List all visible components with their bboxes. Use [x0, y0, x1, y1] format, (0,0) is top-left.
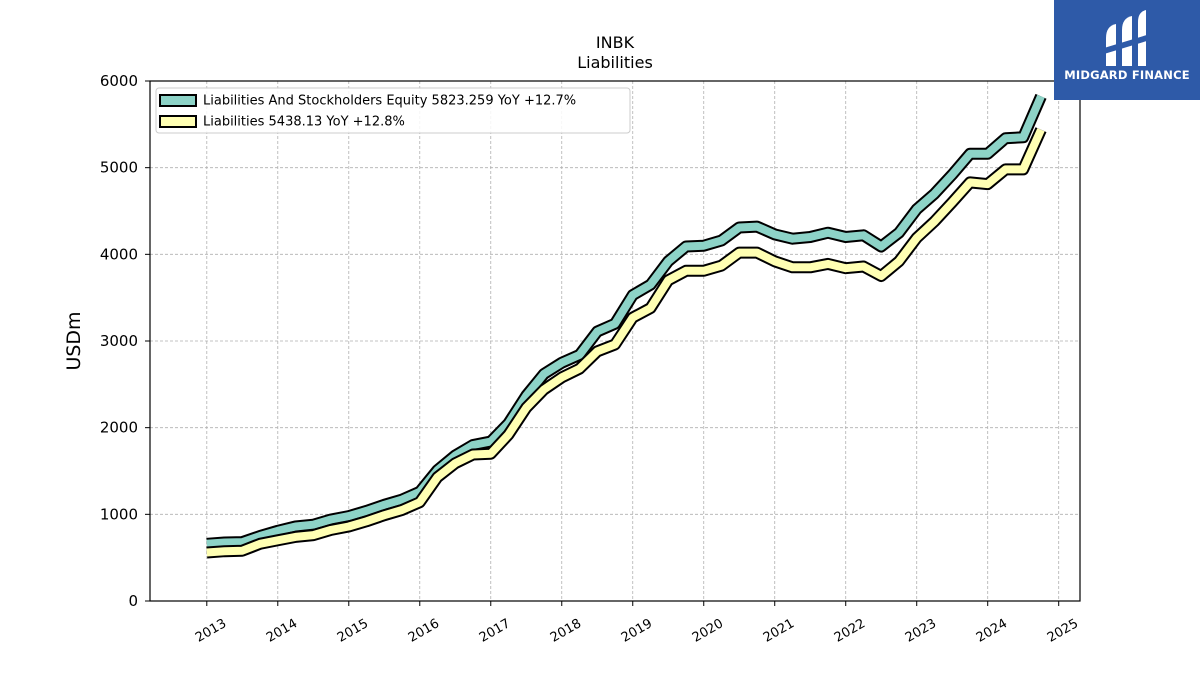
- y-tick-label: 5000: [100, 159, 138, 177]
- grid: [150, 80, 1080, 602]
- x-tick-label: 2019: [619, 616, 655, 646]
- chart-subtitle: Liabilities: [577, 53, 653, 72]
- y-tick-label: 3000: [100, 332, 138, 350]
- x-tick-label: 2025: [1045, 616, 1081, 646]
- y-tick-label: 4000: [100, 245, 138, 263]
- legend-swatch-0: [159, 94, 197, 107]
- legend-box: [155, 87, 631, 134]
- series-layer: [206, 93, 1047, 559]
- y-axis-label: USDm: [63, 311, 85, 370]
- legend-label-1: Liabilities 5438.13 YoY +12.8%: [203, 115, 405, 130]
- y-tick-label: 1000: [100, 505, 138, 523]
- midgard-finance-logo: MIDGARD FINANCE: [1054, 0, 1200, 100]
- legend-swatch-1: [159, 115, 197, 128]
- legend-label-0: Liabilities And Stockholders Equity 5823…: [203, 94, 576, 109]
- legend: Liabilities And Stockholders Equity 5823…: [155, 87, 631, 134]
- y-axis: 0 1000 2000 3000 4000 5000 6000: [100, 72, 150, 610]
- x-tick-label: 2014: [264, 616, 300, 646]
- logo-mark-icon: [1104, 10, 1150, 66]
- x-tick-label: 2015: [335, 616, 371, 646]
- x-tick-label: 2021: [761, 616, 797, 646]
- series-line-1: [206, 128, 1045, 557]
- chart-title: INBK: [596, 33, 635, 52]
- x-tick-label: 2016: [406, 616, 442, 646]
- logo-text: MIDGARD FINANCE: [1064, 68, 1190, 82]
- series-outline-0: [206, 93, 1047, 550]
- y-tick-label: 2000: [100, 419, 138, 437]
- x-tick-label: 2023: [903, 616, 939, 646]
- x-tick-label: 2024: [974, 616, 1010, 646]
- x-tick-label: 2020: [690, 616, 726, 646]
- x-tick-label: 2017: [477, 616, 513, 646]
- x-tick-label: 2013: [193, 616, 229, 646]
- y-tick-label: 0: [128, 592, 138, 610]
- x-tick-label: 2022: [832, 616, 868, 646]
- y-tick-label: 6000: [100, 72, 138, 90]
- x-axis: 2013 2014 2015 2016 2017 2018 2019 2020 2021 2022…: [193, 601, 1081, 646]
- x-tick-label: 2018: [548, 616, 584, 646]
- series-line-0: [206, 94, 1045, 548]
